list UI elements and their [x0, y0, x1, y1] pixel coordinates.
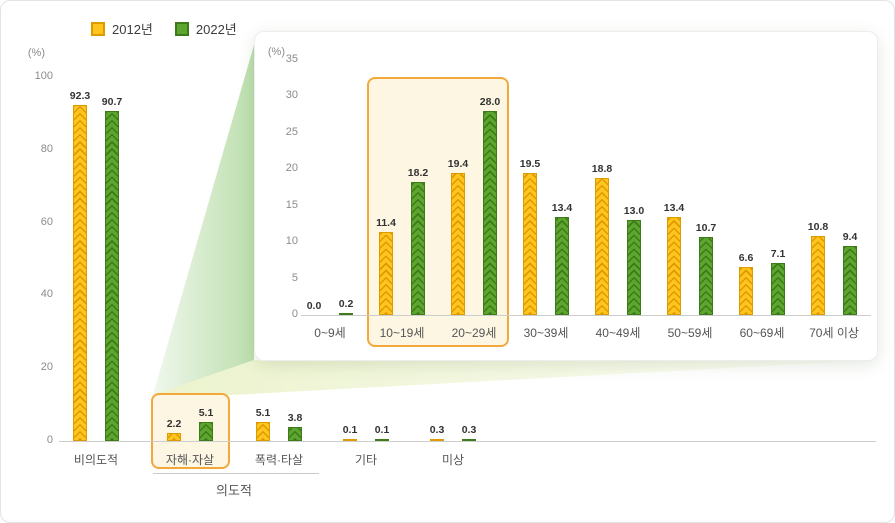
- value-label-2012년-30~39세: 19.5: [519, 158, 541, 170]
- legend-item-2012: 2012년: [91, 19, 153, 38]
- value-label-2012년-비의도적: 92.3: [69, 90, 91, 102]
- bar-2022년-50~59세: [699, 237, 713, 315]
- y-tick-label-10: 10: [285, 235, 298, 247]
- value-label-2022년-미상: 0.3: [461, 424, 477, 436]
- legend: 2012년 2022년: [91, 19, 237, 38]
- bar-2022년-미상: [462, 439, 476, 441]
- y-tick-label-80: 80: [40, 142, 53, 155]
- bar-2012년-자해·자살: [167, 433, 181, 441]
- main-y-axis-unit-label: (%): [27, 47, 45, 59]
- legend-label-2022: 2022년: [195, 22, 237, 37]
- y-tick-label-40: 40: [40, 288, 53, 301]
- value-label-2022년-70세 이상: 9.4: [842, 231, 858, 243]
- category-label-폭력·타살: 폭력·타살: [254, 453, 304, 467]
- bar-2012년-기타: [343, 439, 357, 441]
- y-tick-label-20: 20: [40, 361, 53, 374]
- category-label-70세 이상: 70세 이상: [809, 326, 859, 340]
- value-label-2022년-30~39세: 13.4: [551, 202, 573, 214]
- bar-2022년-40~49세: [627, 220, 641, 315]
- value-label-2022년-60~69세: 7.1: [770, 248, 786, 260]
- funnel-green-triangle: [153, 45, 254, 395]
- value-label-2022년-기타: 0.1: [374, 424, 390, 436]
- bar-2012년-미상: [430, 439, 444, 441]
- inset-y-axis-unit-label: (%): [267, 46, 285, 58]
- bar-2022년-60~69세: [771, 263, 785, 315]
- bar-2022년-0~9세: [339, 313, 353, 315]
- bar-2022년-비의도적: [105, 111, 119, 441]
- legend-label-2012: 2012년: [112, 22, 153, 37]
- bar-2012년-20~29세: [451, 173, 465, 315]
- y-tick-label-30: 30: [285, 89, 298, 101]
- value-label-2012년-기타: 0.1: [342, 424, 358, 436]
- bar-2022년-기타: [375, 439, 389, 441]
- y-tick-label-60: 60: [40, 215, 53, 228]
- bar-2012년-50~59세: [667, 217, 681, 315]
- bar-2022년-70세 이상: [843, 246, 857, 315]
- bar-2022년-자해·자살: [199, 422, 213, 441]
- category-label-60~69세: 60~69세: [739, 326, 785, 340]
- category-label-자해·자살: 자해·자살: [165, 453, 215, 467]
- y-tick-label-20: 20: [285, 162, 298, 174]
- value-label-2022년-폭력·타살: 3.8: [287, 412, 303, 424]
- category-label-미상: 미상: [441, 453, 465, 467]
- bar-2012년-폭력·타살: [256, 422, 270, 441]
- bar-2012년-10~19세: [379, 232, 393, 315]
- category-label-30~39세: 30~39세: [523, 326, 569, 340]
- value-label-2022년-자해·자살: 5.1: [198, 407, 214, 419]
- bar-2022년-폭력·타살: [288, 427, 302, 441]
- bar-2022년-20~29세: [483, 111, 497, 315]
- y-tick-label-5: 5: [291, 271, 298, 284]
- legend-swatch-2012: [91, 21, 105, 36]
- value-label-2012년-10~19세: 11.4: [376, 217, 396, 229]
- inset-x-axis-line: [301, 315, 871, 316]
- value-label-2012년-60~69세: 6.6: [738, 252, 754, 264]
- value-label-2012년-0~9세: 0.0: [306, 300, 322, 312]
- main-x-axis-line: [59, 441, 876, 442]
- value-label-2022년-40~49세: 13.0: [623, 205, 645, 217]
- value-label-2012년-40~49세: 18.8: [591, 163, 613, 175]
- inset-age-chart-panel: (%) 0 5 10 15 20 25 30 35 0~9세 0.0 0.2 10~19세 11.4 18…: [254, 31, 878, 361]
- category-label-20~29세: 20~29세: [451, 326, 497, 340]
- bar-2022년-30~39세: [555, 217, 569, 315]
- y-tick-label-0: 0: [46, 434, 53, 446]
- category-label-기타: 기타: [354, 453, 378, 467]
- value-label-2012년-폭력·타살: 5.1: [255, 407, 271, 419]
- y-tick-label-25: 25: [285, 125, 298, 138]
- bar-2012년-비의도적: [73, 105, 87, 441]
- bar-2012년-60~69세: [739, 267, 753, 315]
- category-label-0~9세: 0~9세: [314, 326, 346, 340]
- value-label-2022년-20~29세: 28.0: [479, 96, 501, 108]
- intentional-group-line: [153, 473, 319, 474]
- category-label-10~19세: 10~19세: [379, 326, 425, 340]
- value-label-2022년-50~59세: 10.7: [695, 222, 717, 234]
- bar-2012년-70세 이상: [811, 236, 825, 315]
- bar-2012년-40~49세: [595, 178, 609, 315]
- y-tick-label-100: 100: [34, 70, 53, 82]
- y-tick-label-15: 15: [285, 198, 298, 211]
- bar-2022년-10~19세: [411, 182, 425, 315]
- inset-bar-chart: (%) 0 5 10 15 20 25 30 35 0~9세 0.0 0.2 10~19세 11.4 18…: [255, 32, 877, 360]
- category-label-비의도적: 비의도적: [73, 453, 119, 467]
- category-label-40~49세: 40~49세: [595, 326, 641, 340]
- category-label-50~59세: 50~59세: [667, 326, 713, 340]
- value-label-2012년-20~29세: 19.4: [447, 158, 469, 170]
- legend-item-2022: 2022년: [174, 19, 237, 38]
- funnel-yellow-triangle: [153, 360, 876, 395]
- bar-2012년-30~39세: [523, 173, 537, 315]
- value-label-2022년-비의도적: 90.7: [101, 96, 123, 108]
- intentional-group-label: 의도적: [216, 483, 252, 498]
- value-label-2012년-50~59세: 13.4: [663, 202, 685, 214]
- highlight-box-self-harm-suicide: [151, 393, 230, 469]
- legend-swatch-2022: [174, 21, 189, 36]
- value-label-2022년-0~9세: 0.2: [338, 298, 354, 310]
- value-label-2012년-자해·자살: 2.2: [166, 418, 182, 430]
- value-label-2022년-10~19세: 18.2: [407, 167, 429, 179]
- value-label-2012년-미상: 0.3: [429, 424, 445, 436]
- value-label-2012년-70세 이상: 10.8: [807, 221, 829, 233]
- y-tick-label-0: 0: [291, 308, 298, 320]
- y-tick-label-35: 35: [285, 52, 298, 65]
